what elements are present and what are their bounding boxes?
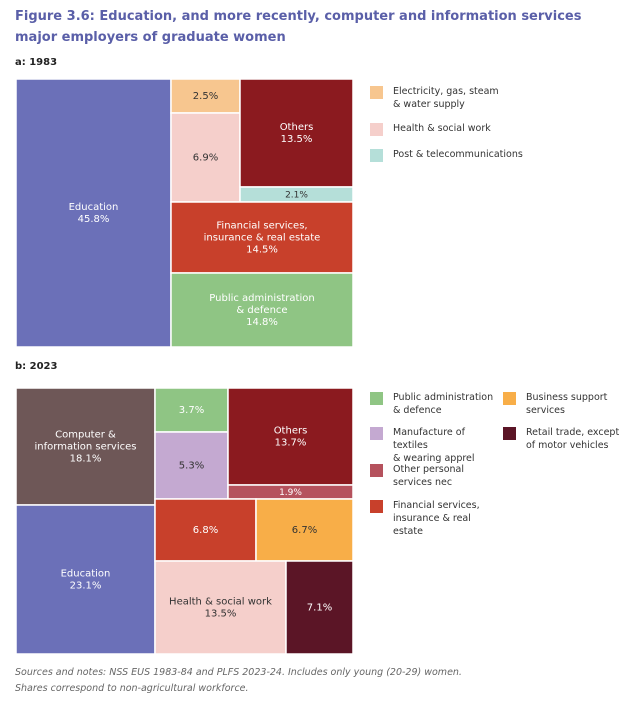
tile-business: 6.7% [255,498,353,562]
tile-value: 5.3% [179,461,204,472]
legend-swatch [503,427,516,440]
tile-retail: 7.1% [285,560,353,654]
legend-swatch [370,86,383,99]
legend-swatch [370,149,383,162]
tile-value: 13.7% [275,438,307,449]
legend-label: Public administration & defence [393,392,494,416]
tile-label: insurance & real estate [204,233,321,244]
legend-label: Manufacture of textiles & wearing apprel [393,427,475,464]
tile-value: 45.8% [78,214,110,225]
tile-rect-public-admin [170,272,353,347]
tile-rect-education [16,79,172,347]
tile-label: Others [274,426,308,437]
legend-swatch [503,392,516,405]
tile-label: Computer & [55,430,116,441]
tile-rect-health [154,560,287,654]
tile-rect-others [227,388,353,486]
legend-item: Public administration & defence [370,391,495,417]
figure-title: Figure 3.6: Education, and more recently… [15,9,582,45]
tile-electricity: 2.5% [170,79,241,114]
tile-post: 2.1% [239,186,353,203]
tile-label: Education [69,202,119,213]
legend-item: Manufacture of textiles & wearing apprel [370,426,495,465]
tile-value: 14.5% [246,245,278,256]
legend-label: Post & telecommunications [393,149,523,160]
legend-item: Other personal services nec [370,463,495,489]
legend-label: Other personal services nec [393,464,465,488]
tile-value: 13.5% [205,609,237,620]
tile-label: Financial services, [216,221,307,232]
panel-label-a: a: 1983 [15,57,58,68]
tile-rect-electricity [170,79,241,114]
tile-value: 13.5% [281,134,313,145]
treemap-1983: Education 45.8% 2.5% 6.9% Others 13.5% 2.1% Fin… [16,79,353,347]
tile-value: 23.1% [70,581,102,592]
legend-item: Business support services [503,391,625,417]
treemap-svg: Education45.8%2.5%6.9%Others13.5%2.1%Fin… [16,79,353,347]
tile-rect-health [170,112,241,203]
tile-rect-business [255,498,353,562]
legend-item: Health & social work [370,122,610,136]
legend-label: Retail trade, except of motor vehicles [526,427,620,451]
tile-value: 6.7% [292,525,317,536]
treemap-svg: Computer &information services18.1%Educa… [16,388,353,654]
legend-label: Health & social work [393,123,491,134]
treemap-2023: Computer & information services 18.1% Educa… [16,388,353,654]
tile-value: 2.1% [285,191,308,201]
tile-financial: Financial services,insurance & real esta… [170,201,353,274]
tile-value: 7.1% [307,603,332,614]
tile-financial: 6.8% [154,498,257,562]
legend-swatch [370,392,383,405]
legend-1983: Electricity, gas, steam & water supply He… [370,85,620,175]
legend-label: Business support services [526,392,608,416]
legend-swatch [370,427,383,440]
tile-health: 6.9% [170,112,241,203]
tile-value: 1.9% [279,488,302,498]
tile-rect-financial [154,498,257,562]
tile-label: & defence [236,305,287,316]
legend-item: Electricity, gas, steam & water supply [370,85,610,111]
tile-textiles: 5.3% [154,431,229,500]
tile-rect-education [16,504,156,654]
tile-rect-others [239,79,353,188]
tile-value: 3.7% [179,405,204,416]
tile-value: 6.8% [193,525,218,536]
tile-value: 14.8% [246,317,278,328]
legend-label: Financial services, insurance & real est… [393,500,480,537]
legend-item: Retail trade, except of motor vehicles [503,426,625,452]
tile-label: Public administration [209,293,314,304]
tile-public-admin: 3.7% [154,388,229,433]
notes-line-1: Sources and notes: NSS EUS 1983-84 and P… [15,667,462,678]
legend-item: Financial services, insurance & real est… [370,499,495,538]
tile-label: Health & social work [169,597,272,608]
legend-2023: Public administration & defence Manufactu… [370,391,625,537]
tile-value: 2.5% [193,91,218,102]
legend-swatch [370,123,383,136]
tile-label: Others [280,122,314,133]
legend-label: Electricity, gas, steam & water supply [393,86,499,110]
tile-value: 18.1% [70,454,102,465]
panel-label-b: b: 2023 [15,361,58,372]
tile-label: information services [35,442,137,453]
tile-other-personal: 1.9% [227,484,353,500]
tile-rect-financial [170,201,353,274]
source-notes: Sources and notes: NSS EUS 1983-84 and P… [15,665,615,697]
tile-value: 6.9% [193,153,218,164]
legend-swatch [370,500,383,513]
legend-item: Post & telecommunications [370,148,610,162]
tile-rect-retail [285,560,353,654]
legend-swatch [370,464,383,477]
notes-line-2: Shares correspond to non-agricultural wo… [15,683,249,694]
tile-label: Education [61,569,111,580]
